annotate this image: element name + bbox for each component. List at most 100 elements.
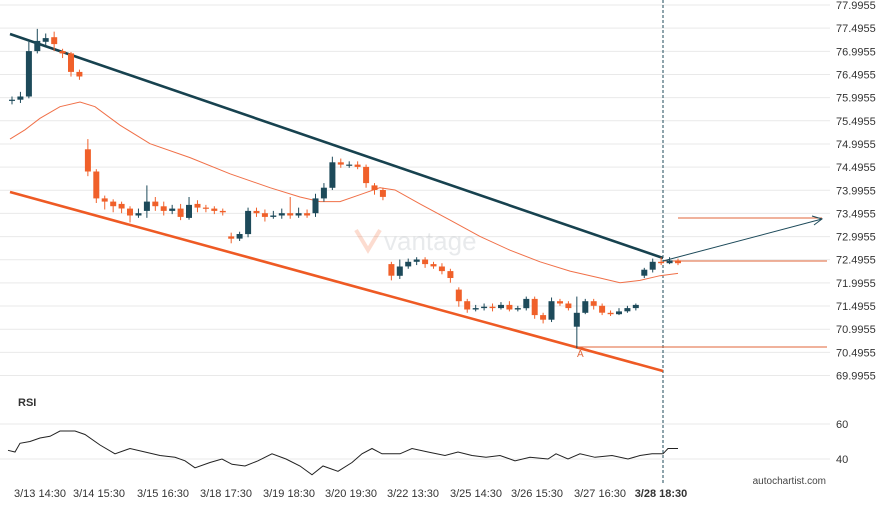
y-tick-label: 72.4955 (836, 255, 876, 267)
candle-body (582, 301, 589, 313)
candle (438, 263, 445, 275)
candle-body (405, 261, 412, 267)
candle (152, 196, 159, 211)
candle-body (304, 213, 311, 216)
candle (51, 31, 58, 52)
y-tick-label: 77.4955 (836, 23, 876, 35)
candle (413, 257, 420, 266)
candle-body (110, 201, 117, 207)
candle (219, 208, 226, 216)
rsi-line (7, 430, 678, 476)
candle-body (219, 210, 226, 213)
candle-body (261, 213, 268, 217)
candle (135, 208, 142, 218)
candle (573, 296, 580, 349)
candle (447, 268, 454, 283)
candle (514, 305, 521, 312)
candle (202, 204, 209, 213)
candle (624, 305, 631, 313)
candle-body (641, 269, 648, 276)
y-tick-label: 73.4955 (836, 208, 876, 220)
y-tick-label: 74.9955 (836, 139, 876, 151)
candle (118, 201, 125, 214)
rsi-tick-label: 40 (836, 454, 848, 466)
candle-body (354, 164, 361, 167)
resistance-trendline (9, 32, 664, 260)
candle (169, 204, 176, 215)
candle-body (388, 264, 395, 276)
candle-body (498, 304, 504, 309)
candle-body (270, 215, 277, 217)
x-tick-label: 3/15 16:30 (137, 488, 189, 500)
candle-body (481, 306, 488, 309)
candle (675, 258, 681, 266)
candle-body (422, 259, 429, 265)
candle-body (9, 99, 15, 101)
candle-body (363, 166, 370, 184)
candle-body (565, 303, 572, 309)
candle-body (228, 236, 235, 239)
candle (42, 33, 49, 46)
candle (245, 207, 252, 238)
support-trendline (9, 190, 664, 373)
candle (371, 183, 378, 195)
y-tick-label: 74.4955 (836, 162, 876, 174)
candle (312, 193, 319, 217)
candle-body (632, 304, 639, 309)
moving-average-line (9, 101, 679, 284)
candle (261, 209, 268, 222)
candle-body (472, 308, 479, 310)
y-tick-label: 76.4955 (836, 69, 876, 81)
candle-body (523, 298, 530, 309)
candle (101, 195, 108, 210)
candle (278, 208, 285, 219)
x-tick-label: 3/22 13:30 (387, 488, 439, 500)
candle (337, 158, 344, 168)
candle (464, 298, 471, 313)
y-tick-label: 72.9955 (836, 232, 876, 244)
candle (160, 201, 167, 216)
candle-body (379, 190, 386, 197)
candle (540, 312, 547, 324)
x-tick-label: 3/25 14:30 (450, 488, 502, 500)
candle (17, 91, 24, 103)
candle (186, 196, 192, 220)
watermark: vantage (354, 226, 477, 256)
candle-body (278, 213, 285, 216)
candle (422, 257, 429, 268)
y-tick-label: 77.9955 (836, 0, 876, 12)
candle-body (413, 259, 420, 262)
candle-body (430, 264, 437, 267)
y-axis: 77.9955 77.4955 76.9955 76.4955 75.9955 75.49… (836, 0, 876, 383)
candle (25, 41, 32, 99)
candle (557, 298, 563, 306)
candle-body (152, 201, 159, 207)
y-tick-label: 75.9955 (836, 93, 876, 105)
candle-body (312, 198, 319, 214)
candle-body (295, 213, 302, 216)
watermark-text: vantage (384, 226, 477, 256)
candle (270, 210, 277, 219)
candle-body (93, 171, 100, 199)
candle (481, 303, 488, 311)
candle-body (514, 308, 521, 310)
candle (304, 209, 311, 218)
candle-body (658, 261, 665, 264)
candle-body (666, 260, 673, 264)
candle-body (540, 315, 547, 320)
candle (632, 303, 639, 311)
y-tick-label: 71.4955 (836, 301, 876, 313)
candle (177, 203, 184, 221)
candle-body (34, 40, 41, 52)
candle-body (438, 266, 445, 272)
candle (531, 296, 538, 319)
candle (253, 207, 260, 217)
candle-body (287, 213, 294, 216)
candle-body (531, 298, 538, 316)
candle-body (607, 312, 614, 315)
candle-body (76, 71, 83, 77)
candle (211, 206, 218, 215)
candle (396, 259, 403, 279)
candle-body (371, 185, 378, 190)
